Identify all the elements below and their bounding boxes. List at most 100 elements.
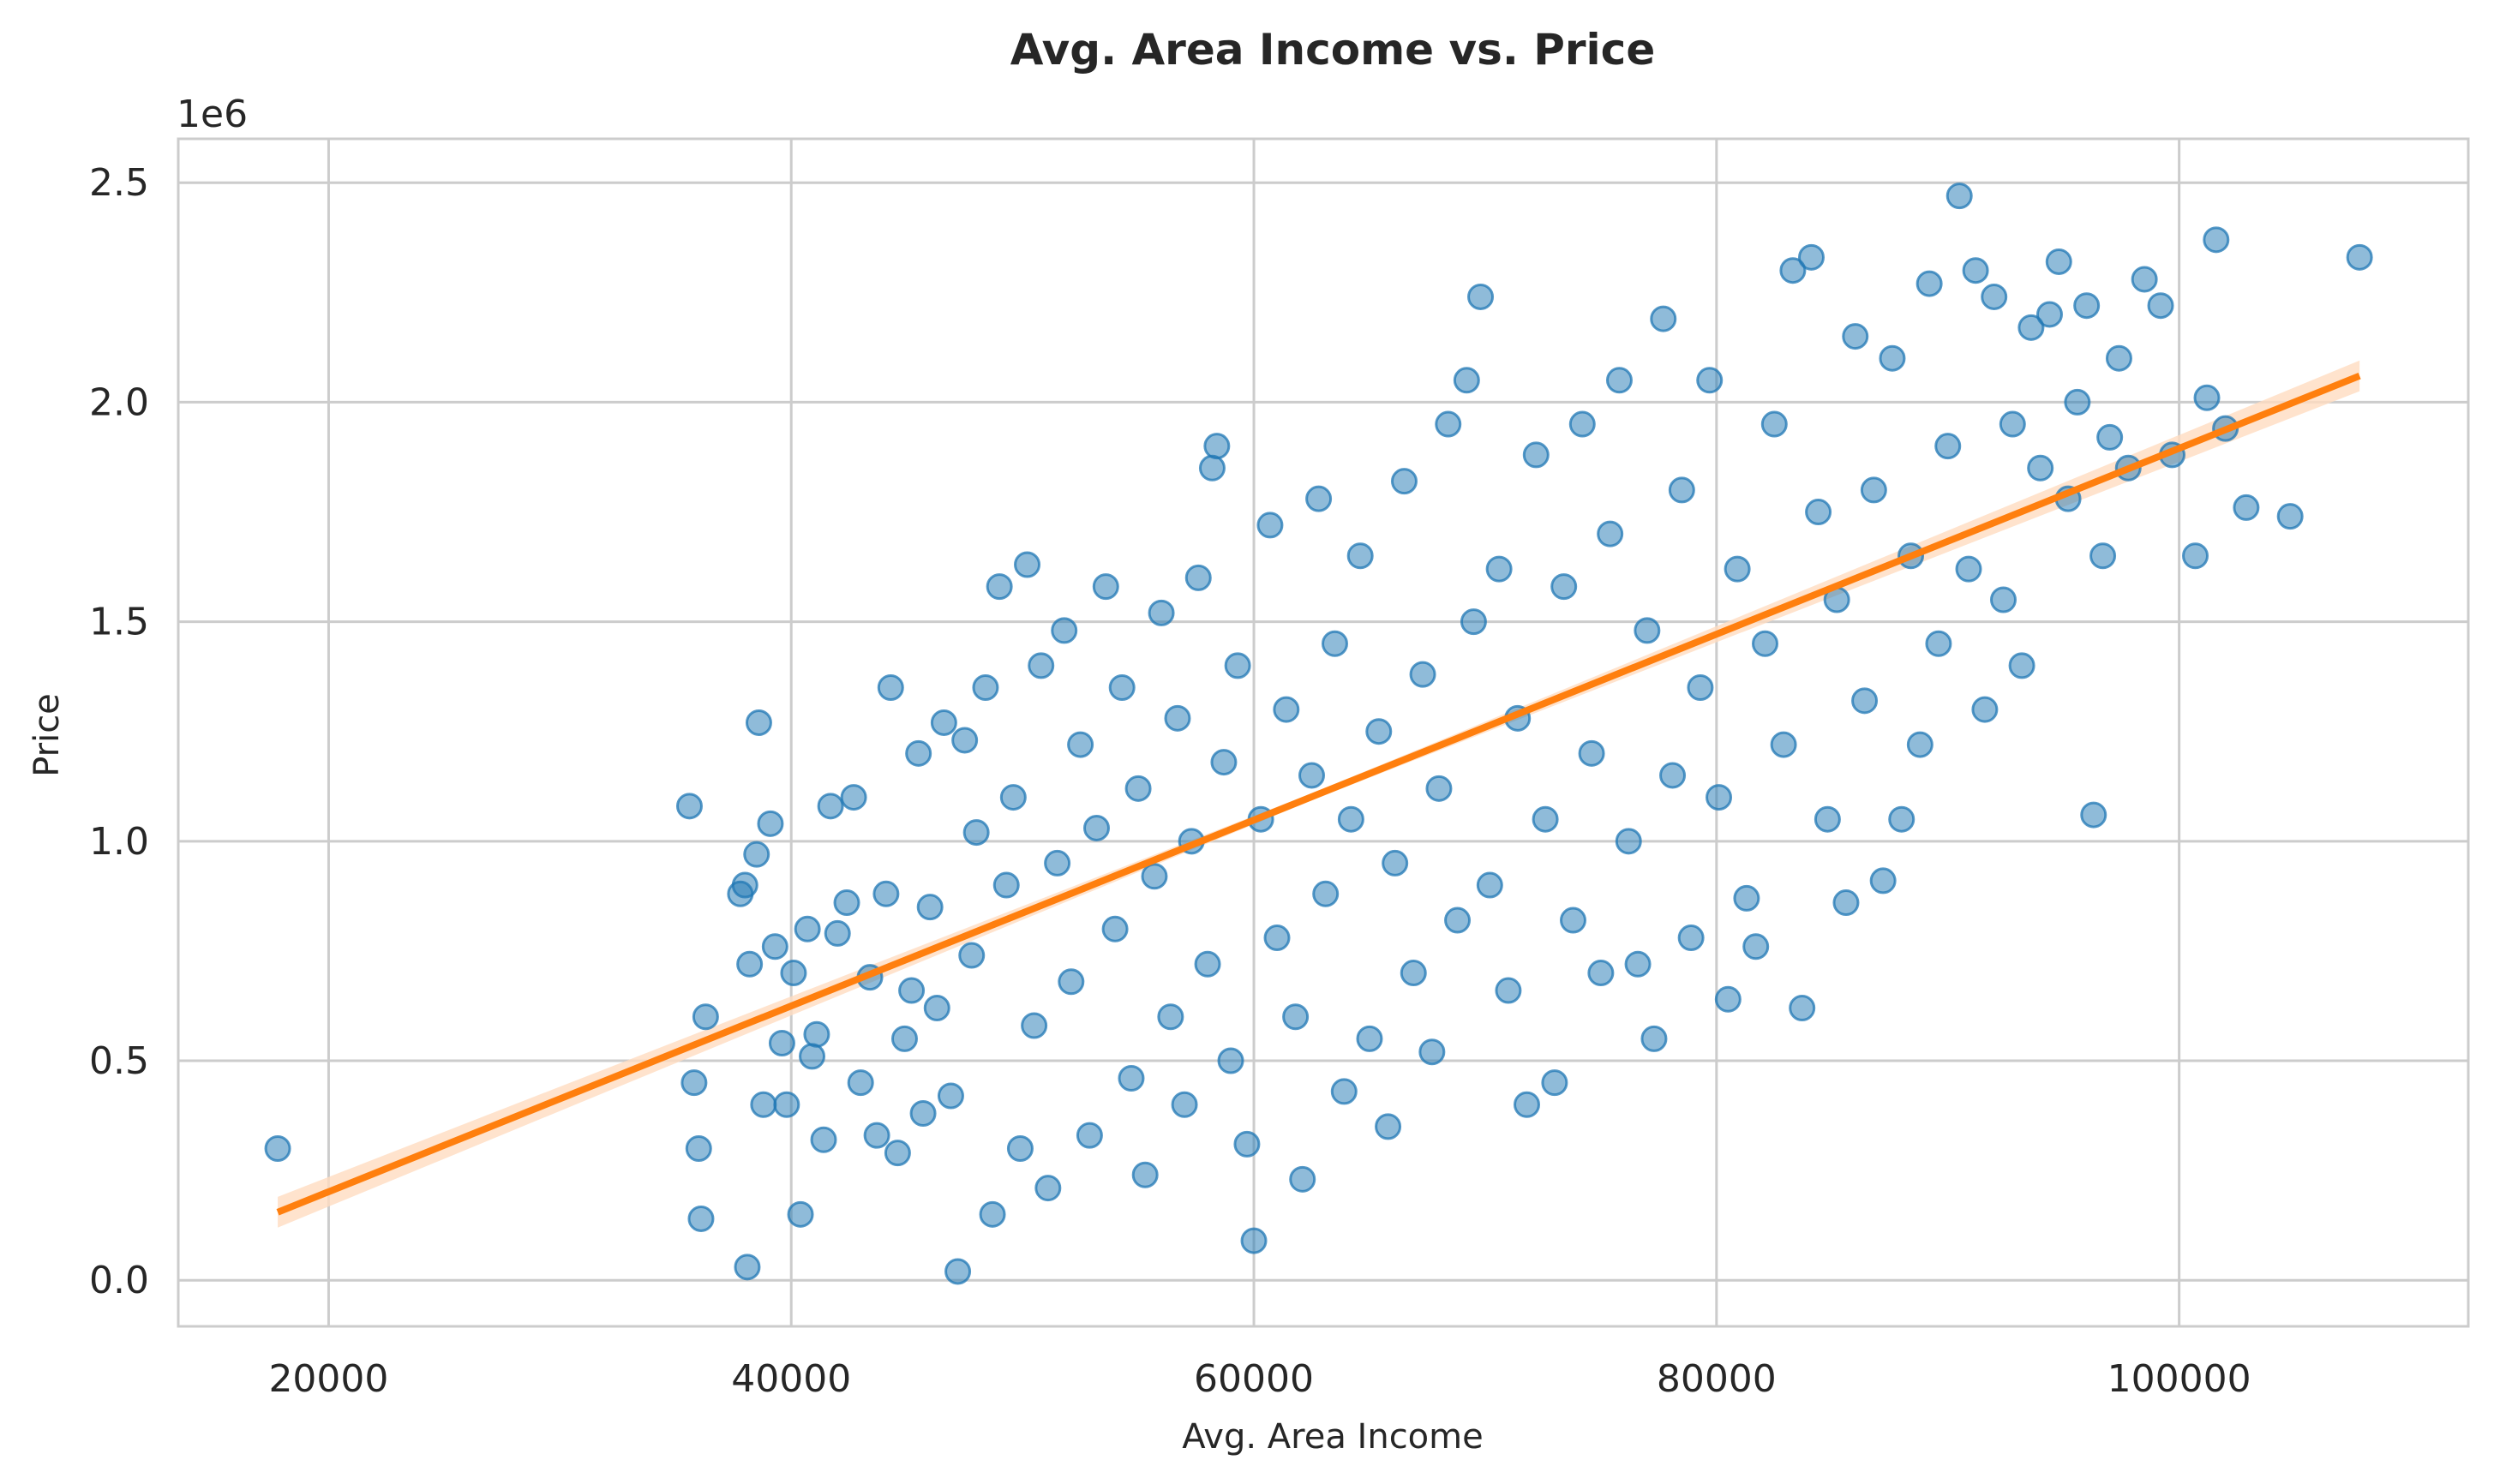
scatter-point <box>1760 410 1788 438</box>
x-tick-label: 40000 <box>731 1357 851 1401</box>
scatter-point <box>1559 907 1586 934</box>
scatter-point <box>1067 731 1094 758</box>
scatter-point <box>1832 889 1860 917</box>
scatter-point <box>1390 468 1418 495</box>
scatter-point <box>2182 542 2209 570</box>
scatter-point <box>799 1043 826 1070</box>
scatter-point <box>2008 652 2035 679</box>
scatter-point <box>1375 1113 1402 1140</box>
scatter-point <box>833 889 860 917</box>
scatter-point <box>1860 476 1887 504</box>
scatter-point <box>817 793 844 820</box>
scatter-point <box>1981 283 2008 310</box>
scatter-point <box>1131 1161 1159 1188</box>
scatter-points <box>264 183 2373 1285</box>
scatter-point <box>1124 775 1152 802</box>
scatter-point <box>2276 503 2304 530</box>
y-tick-label: 0.5 <box>89 1039 149 1083</box>
scatter-point <box>1514 1091 1541 1118</box>
scatter-point <box>2064 388 2091 416</box>
scatter-point <box>1752 630 1779 657</box>
scatter-point <box>1198 454 1226 482</box>
scatter-point <box>1157 1003 1184 1031</box>
scatter-point <box>1337 805 1364 833</box>
scatter-point <box>1118 1065 1145 1092</box>
scatter-point <box>1409 661 1436 688</box>
scatter-point <box>1164 704 1191 732</box>
scatter-point <box>1789 995 1816 1022</box>
scatter-point <box>1842 323 1869 350</box>
scatter-point <box>1141 863 1168 890</box>
y-tick-label: 1.5 <box>89 601 149 644</box>
scatter-point <box>1305 485 1333 512</box>
y-tick-label: 1.0 <box>89 820 149 864</box>
scatter-point <box>1171 1091 1198 1118</box>
scatter-point <box>1971 696 1999 723</box>
scatter-point <box>2233 494 2260 521</box>
regression-line-group <box>276 372 2361 1216</box>
scatter-point <box>1696 367 1724 394</box>
scatter-point <box>768 1030 795 1057</box>
scatter-point <box>972 673 999 701</box>
scatter-point <box>685 1134 712 1162</box>
axes-spine <box>177 137 2470 1328</box>
scatter-point <box>1233 1130 1261 1158</box>
scatter-point <box>1425 775 1453 802</box>
scatter-point <box>1217 1047 1244 1074</box>
axes-frame <box>177 137 2470 1328</box>
scatter-point <box>736 950 764 978</box>
scatter-point <box>1435 410 1462 438</box>
scatter-point <box>1273 696 1300 723</box>
scatter-point <box>1605 367 1633 394</box>
scatter-point <box>1485 555 1513 583</box>
scatter-point <box>958 942 986 969</box>
x-tick-labels: 20000 40000 60000 80000 100000 <box>268 1357 2251 1401</box>
scatter-point <box>951 727 979 754</box>
scatter-point <box>1687 673 1714 701</box>
scatter-point <box>890 1025 918 1052</box>
scatter-point <box>1092 573 1119 601</box>
scatter-point <box>1955 555 1982 583</box>
scatter-point <box>2080 801 2107 829</box>
scatter-point <box>675 793 703 820</box>
scatter-point <box>761 933 788 960</box>
scatter-point <box>1797 243 1825 271</box>
scatter-point <box>1888 805 1915 833</box>
y-tick-label: 2.5 <box>89 161 149 205</box>
scatter-point <box>2203 226 2230 254</box>
scatter-point <box>1999 410 2026 438</box>
scatter-point <box>1044 849 1071 877</box>
scatter-point <box>1148 599 1175 626</box>
y-axis-label: Price <box>27 693 67 777</box>
scatter-point <box>1240 1227 1268 1254</box>
scatter-point <box>1934 433 1962 460</box>
y-tick-label: 0.0 <box>89 1259 149 1302</box>
scatter-point <box>999 784 1027 811</box>
scatter-point <box>787 1200 814 1228</box>
scatter-point <box>1014 551 1041 578</box>
scatter-point <box>743 841 770 868</box>
scatter-point <box>2017 314 2045 341</box>
scatter-point <box>944 1258 972 1285</box>
scatter-point <box>877 673 904 701</box>
scatter-point <box>840 784 867 811</box>
scatter-point <box>1541 1069 1568 1097</box>
scatter-point <box>937 1082 964 1110</box>
scatter-point <box>1495 977 1522 1004</box>
scatter-point <box>1915 270 1943 297</box>
scatter-point <box>1101 915 1129 942</box>
scatter-point <box>1312 880 1340 907</box>
scatter-point <box>979 1200 1006 1228</box>
scatter-point <box>884 1140 911 1167</box>
scatter-point <box>1714 985 1742 1013</box>
scatter-point <box>2105 344 2132 372</box>
scatter-point <box>930 709 957 736</box>
scatter-point <box>1365 718 1393 745</box>
scatter-point <box>1194 950 1221 978</box>
scatter-point <box>1742 933 1770 960</box>
scatter-point <box>1587 960 1615 987</box>
scatter-point <box>1879 344 1906 372</box>
scatter-point <box>1550 573 1578 601</box>
